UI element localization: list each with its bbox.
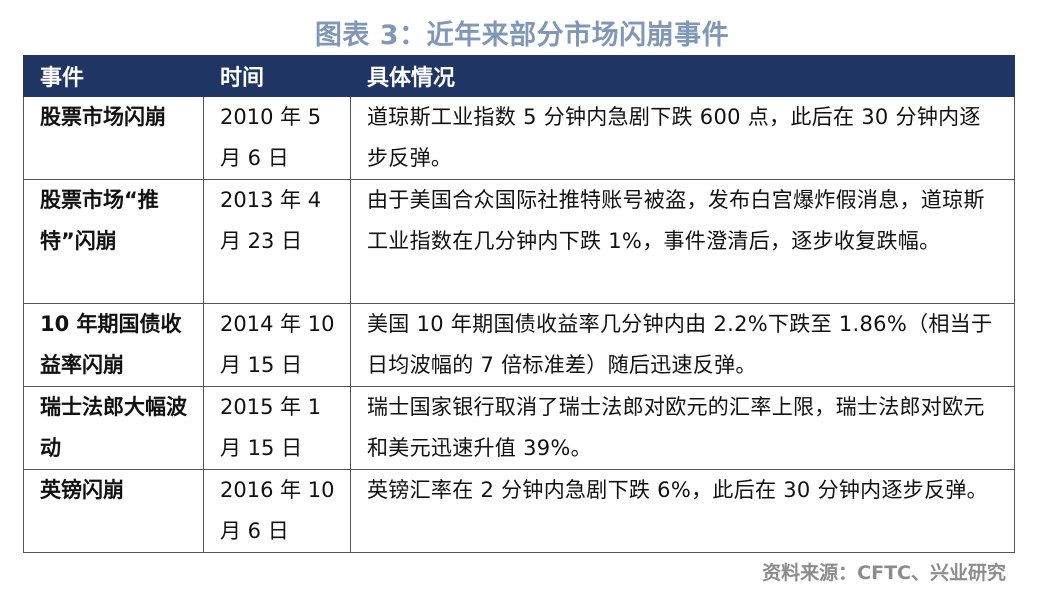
time-cell: 2010 年 5 月 6 日 (203, 96, 351, 180)
table-header-row: 事件 时间 具体情况 (23, 55, 1015, 97)
source-note: 资料来源：CFTC、兴业研究 (762, 562, 1006, 584)
event-cell: 股票市场闪崩 (23, 96, 204, 180)
detail-cell: 道琼斯工业指数 5 分钟内急剧下跌 600 点，此后在 30 分钟内逐步反弹。 (350, 96, 1015, 180)
table-row: 股票市场闪崩 2010 年 5 月 6 日 道琼斯工业指数 5 分钟内急剧下跌 … (23, 96, 1015, 180)
event-cell: 10 年期国债收益率闪崩 (23, 303, 204, 387)
header-detail: 具体情况 (350, 55, 1015, 97)
event-cell: 瑞士法郎大幅波动 (23, 386, 204, 470)
time-cell: 2016 年 10 月 6 日 (203, 469, 351, 553)
time-cell: 2015 年 1 月 15 日 (203, 386, 351, 470)
figure-title: 图表 3：近年来部分市场闪崩事件 (314, 20, 730, 51)
header-event: 事件 (23, 55, 204, 97)
time-cell: 2013 年 4 月 23 日 (203, 179, 351, 304)
event-cell: 股票市场“推特”闪崩 (23, 179, 204, 304)
table-row: 股票市场“推特”闪崩 2013 年 4 月 23 日 由于美国合众国际社推特账号… (23, 179, 1015, 304)
detail-cell: 英镑汇率在 2 分钟内急剧下跌 6%，此后在 30 分钟内逐步反弹。 (350, 469, 1015, 553)
table-row: 英镑闪崩 2016 年 10 月 6 日 英镑汇率在 2 分钟内急剧下跌 6%，… (23, 469, 1015, 553)
event-cell: 英镑闪崩 (23, 469, 204, 553)
events-table: 事件 时间 具体情况 股票市场闪崩 2010 年 5 月 6 日 道琼斯工业指数… (23, 55, 1015, 553)
table-row: 10 年期国债收益率闪崩 2014 年 10 月 15 日 美国 10 年期国债… (23, 303, 1015, 387)
detail-cell: 由于美国合众国际社推特账号被盗，发布白宫爆炸假消息，道琼斯工业指数在几分钟内下跌… (350, 179, 1015, 304)
time-cell: 2014 年 10 月 15 日 (203, 303, 351, 387)
header-time: 时间 (203, 55, 351, 97)
detail-cell: 美国 10 年期国债收益率几分钟内由 2.2%下跌至 1.86%（相当于日均波幅… (350, 303, 1015, 387)
table-row: 瑞士法郎大幅波动 2015 年 1 月 15 日 瑞士国家银行取消了瑞士法郎对欧… (23, 386, 1015, 470)
detail-cell: 瑞士国家银行取消了瑞士法郎对欧元的汇率上限，瑞士法郎对欧元和美元迅速升值 39%… (350, 386, 1015, 470)
